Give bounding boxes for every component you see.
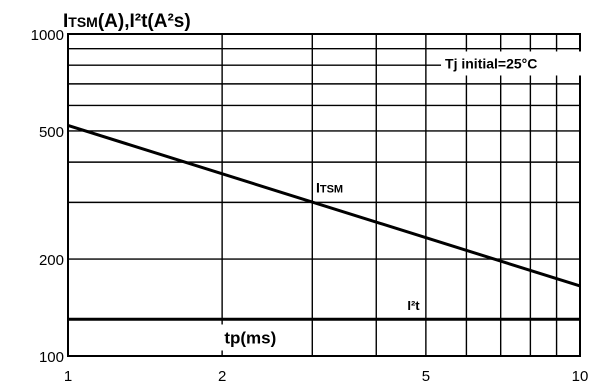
tj-annotation: Tj initial=25°C	[445, 55, 537, 71]
xlabel-box	[220, 324, 307, 351]
x-tick-label: 2	[218, 368, 226, 385]
y-tick-label: 100	[39, 349, 64, 366]
chart-title-i: I	[63, 11, 68, 32]
annotations: ITSM I²t tp(ms) Tj initial=25°C	[220, 51, 592, 351]
x-axis-label: tp(ms)	[224, 328, 276, 347]
y-tick-label: 500	[39, 124, 64, 141]
x-tick-label: 10	[572, 368, 589, 385]
plot-frame	[67, 33, 581, 357]
y-tick-label: 1000	[31, 27, 64, 44]
grid	[67, 33, 581, 357]
series-label-itsm: ITSM	[316, 179, 343, 195]
series-label-itsm-main: I	[316, 179, 320, 195]
chart-title: ITSM(A),I²t(A²s)	[63, 11, 191, 32]
x-tick-label: 1	[64, 368, 72, 385]
tj-annotation-box	[441, 51, 592, 76]
tick-labels: 1 2 5 10 100 200 500 1000	[31, 27, 589, 385]
series-line-ITSM	[67, 124, 581, 288]
series-label-itsm-sub: TSM	[320, 183, 343, 195]
chart-title-tsm: TSM	[68, 14, 98, 30]
series-label-i2t: I²t	[407, 298, 420, 313]
x-tick-label: 5	[422, 368, 430, 385]
y-tick-label: 200	[39, 252, 64, 269]
chart-title-rest: (A),I²t(A²s)	[98, 11, 191, 32]
plot-area	[68, 34, 580, 356]
series-lines	[67, 124, 581, 321]
